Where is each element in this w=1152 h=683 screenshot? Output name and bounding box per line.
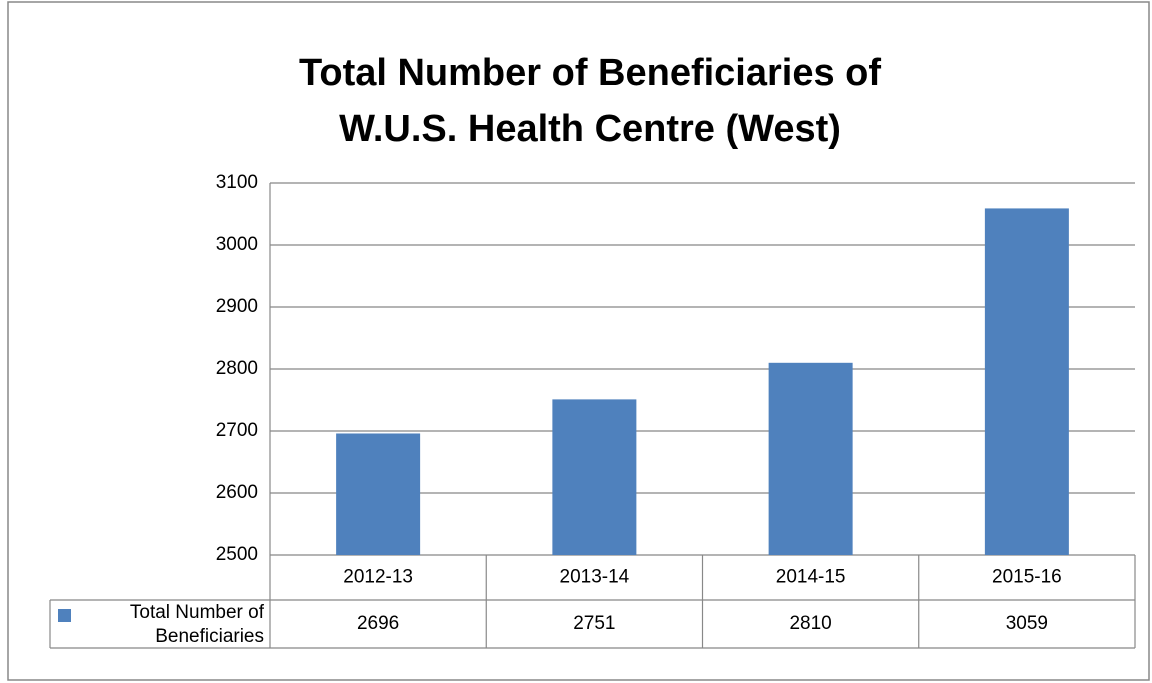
y-tick-label: 2800 bbox=[216, 358, 258, 379]
y-tick-label: 2500 bbox=[216, 544, 258, 565]
bar bbox=[984, 208, 1069, 556]
legend-swatch bbox=[58, 609, 71, 622]
legend-box: Total Number of Beneficiaries bbox=[129, 602, 264, 647]
y-tick-label: 2600 bbox=[216, 482, 258, 503]
table-value: 3059 bbox=[1006, 613, 1048, 634]
bar bbox=[336, 433, 421, 555]
chart-border bbox=[7, 1, 1150, 681]
x-tick-label: 2012-13 bbox=[343, 567, 413, 588]
y-tick-label: 3000 bbox=[216, 234, 258, 255]
y-tick-label: 2700 bbox=[216, 420, 258, 441]
legend-label: Total Number of Beneficiaries bbox=[129, 602, 264, 647]
table-value: 2751 bbox=[573, 613, 615, 634]
x-tick-label: 2015-16 bbox=[992, 567, 1062, 588]
bar bbox=[768, 362, 853, 555]
y-tick-label: 3100 bbox=[216, 172, 258, 193]
chart-title: W.U.S. Health Centre (West) bbox=[339, 108, 841, 150]
table-value: 2696 bbox=[357, 613, 399, 634]
y-tick-label: 2900 bbox=[216, 296, 258, 317]
chart-title: Total Number of Beneficiaries of bbox=[299, 52, 881, 94]
x-tick-label: 2014-15 bbox=[776, 567, 846, 588]
bar bbox=[552, 399, 637, 555]
table-value: 2810 bbox=[789, 613, 831, 634]
x-tick-label: 2013-14 bbox=[560, 567, 630, 588]
